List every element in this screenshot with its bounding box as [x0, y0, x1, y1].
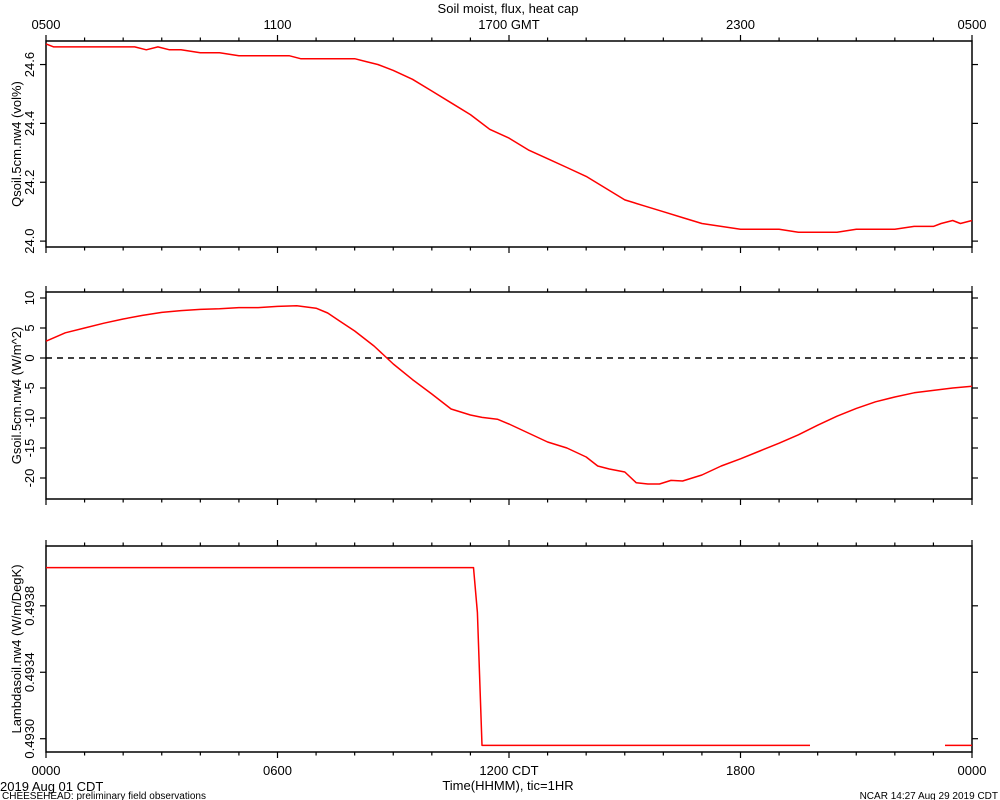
y-tick-label: 10 — [22, 291, 37, 305]
y-tick-label: 24.6 — [22, 52, 37, 77]
panel-soil-moisture: 24.0 24.2 24.4 24.6 Qsoil.5cm.nw4 (vol%) — [9, 35, 978, 254]
y-tick-label: 0 — [22, 354, 37, 361]
bottom-tick-label: 0000 — [32, 763, 61, 778]
series-line — [45, 43, 973, 234]
plot-frame — [45, 40, 973, 248]
chart-title: Soil moist, flux, heat cap — [438, 1, 579, 16]
top-axis-tick-labels: 0500 1100 1700 GMT 2300 0500 — [32, 17, 987, 32]
y-tick-label: 24.4 — [22, 111, 37, 136]
series-line — [46, 566, 810, 747]
y-axis-label: Qsoil.5cm.nw4 (vol%) — [9, 81, 24, 207]
y-axis-label: Gsoil.5cm.nw4 (W/m^2) — [9, 327, 24, 465]
x-axis-label: Time(HHMM), tic=1HR — [442, 778, 573, 793]
bottom-axis-tick-labels: 0000 0600 1200 CDT 1800 0000 — [32, 763, 987, 778]
series-line — [45, 305, 973, 485]
y-tick-label: -5 — [22, 382, 37, 394]
footer-left: CHEESEHEAD: preliminary field observatio… — [2, 791, 206, 800]
y-tick-label: 5 — [22, 324, 37, 331]
y-ticks: -20 -15 -10 -5 0 5 10 — [22, 291, 978, 488]
y-tick-label: 0.4930 — [22, 719, 37, 759]
y-axis-label: Lambdasoil.nw4 (W/m/DegK) — [9, 564, 24, 733]
top-tick-label: 0500 — [958, 17, 987, 32]
bottom-tick-label: 1200 CDT — [479, 763, 538, 778]
y-tick-label: -15 — [22, 439, 37, 458]
footer-right: NCAR 14:27 Aug 29 2019 CDT — [860, 791, 998, 800]
y-ticks: 0.4930 0.4934 0.4938 — [22, 586, 978, 759]
top-tick-label: 1100 — [264, 17, 292, 32]
bottom-tick-label: 0000 — [958, 763, 987, 778]
panel-soil-heat-flux: -20 -15 -10 -5 0 5 10 Gsoil.5cm.nw4 (W/m^2) — [9, 286, 978, 505]
plot-frame — [45, 291, 973, 500]
y-tick-label: 24.0 — [22, 228, 37, 253]
y-tick-label: -20 — [22, 469, 37, 488]
top-tick-label: 2300 — [726, 17, 755, 32]
x-ticks — [45, 540, 973, 758]
y-ticks: 24.0 24.2 24.4 24.6 — [22, 52, 978, 254]
plot-frame — [45, 545, 973, 753]
x-ticks — [45, 286, 973, 505]
date-label: 2019 Aug 01 CDT — [0, 779, 103, 794]
bottom-tick-label: 1800 — [726, 763, 755, 778]
bottom-tick-label: 0600 — [263, 763, 292, 778]
y-tick-label: 0.4938 — [22, 586, 37, 626]
y-tick-label: 0.4934 — [22, 652, 37, 692]
y-tick-label: -10 — [22, 409, 37, 428]
x-ticks — [45, 35, 973, 253]
y-tick-label: 24.2 — [22, 170, 37, 195]
top-tick-label: 0500 — [32, 17, 61, 32]
top-tick-label: 1700 GMT — [478, 17, 539, 32]
